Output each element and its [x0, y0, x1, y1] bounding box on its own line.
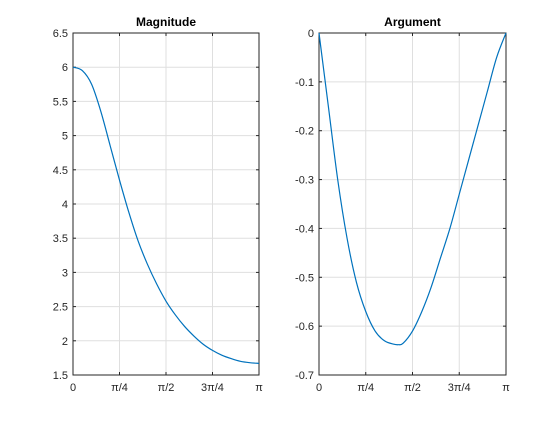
magnitude-ytick-label: 1.5 — [53, 370, 68, 382]
magnitude-ytick-label: 4 — [62, 199, 68, 211]
magnitude-xtick-label: π/4 — [111, 382, 128, 394]
magnitude-xtick-label: 3π/4 — [201, 382, 224, 394]
argument-series-line — [318, 32, 507, 346]
magnitude-ytick-label: 3 — [62, 267, 68, 279]
argument-ytick-label: -0.4 — [295, 223, 314, 235]
magnitude-ytick-label: 6 — [62, 62, 68, 74]
argument-ytick-label: -0.2 — [295, 126, 314, 138]
argument-xtick-label: 0 — [316, 382, 322, 394]
magnitude-ytick-label: 2 — [62, 336, 68, 348]
argument-ytick-label: -0.1 — [295, 77, 314, 89]
argument-xtick-label: π — [502, 382, 510, 394]
magnitude-xtick-label: π — [255, 382, 263, 394]
argument-ytick-label: -0.6 — [295, 321, 314, 333]
argument-xtick-label: π/4 — [357, 382, 374, 394]
magnitude-ytick-label: 5 — [62, 131, 68, 143]
argument-ytick-label: -0.7 — [295, 370, 314, 382]
magnitude-ytick-label: 3.5 — [53, 233, 68, 245]
argument-ytick-label: -0.5 — [295, 272, 314, 284]
argument-xtick-label: π/2 — [404, 382, 421, 394]
argument-ytick-label: -0.3 — [295, 175, 314, 187]
magnitude-ytick-label: 2.5 — [53, 302, 68, 314]
argument-title: Argument — [384, 15, 441, 29]
argument-xtick-label: 3π/4 — [448, 382, 471, 394]
magnitude-series-line — [72, 66, 260, 364]
argument-axes: 0 π/4 π/2 3π/4 π -0.7 -0.6 -0.5 -0.4 -0.3 -0.2 -0.1… — [295, 15, 510, 394]
magnitude-axes: 0 π/4 π/2 3π/4 π 1.5 2 2.5 3 3.5 4 4.5 5 5.5 6 6.5 Magni… — [53, 15, 264, 394]
magnitude-ytick-label: 5.5 — [53, 96, 68, 108]
magnitude-ytick-label: 4.5 — [53, 165, 68, 177]
magnitude-xtick-label: π/2 — [158, 382, 175, 394]
magnitude-ytick-label: 6.5 — [53, 28, 68, 40]
magnitude-title: Magnitude — [136, 15, 196, 29]
argument-ytick-label: 0 — [308, 28, 314, 40]
magnitude-xtick-label: 0 — [70, 382, 76, 394]
